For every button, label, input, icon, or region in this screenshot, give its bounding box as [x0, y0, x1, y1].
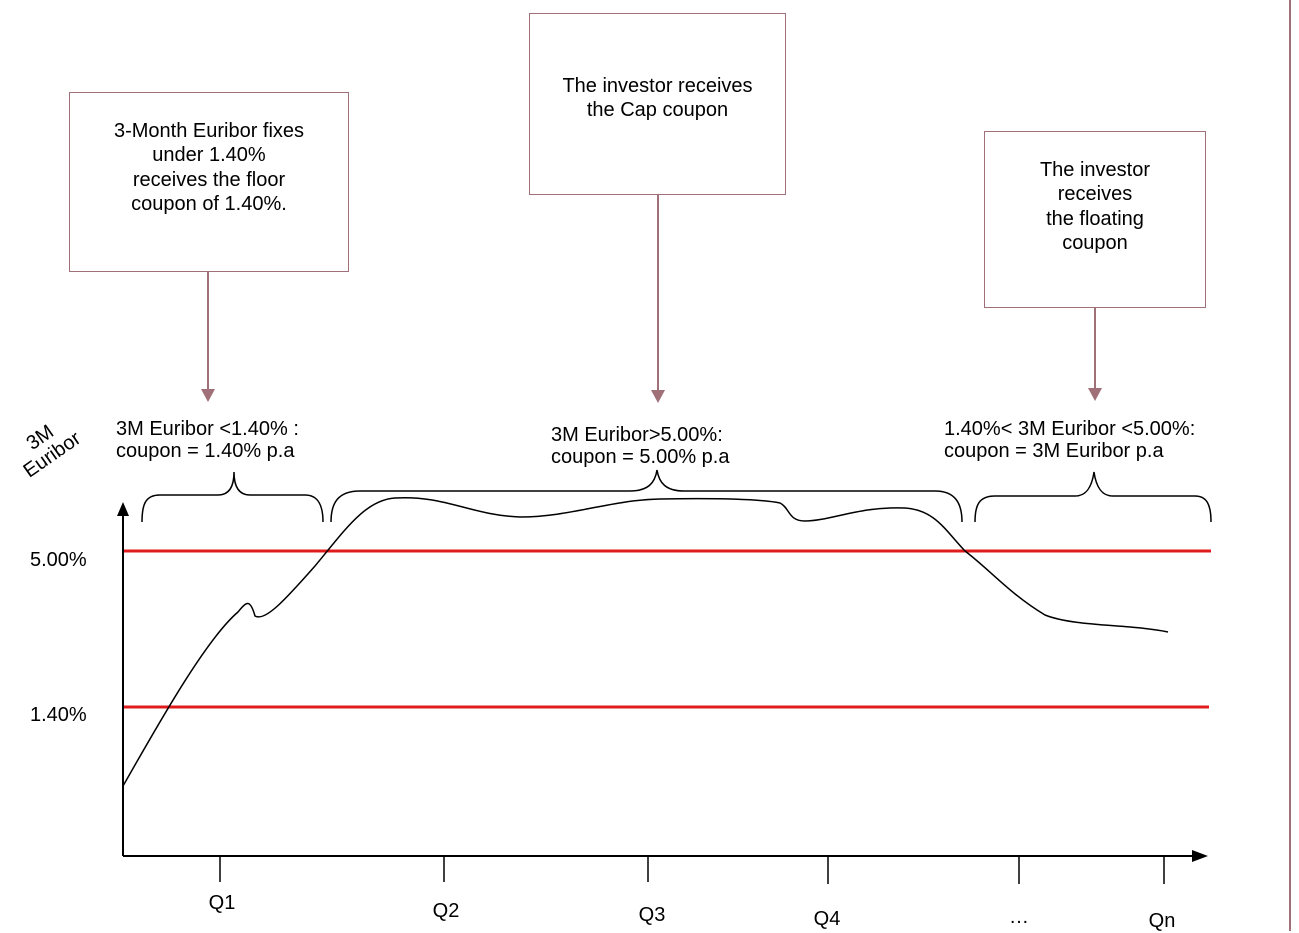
x-tick-label-q3: Q3 [638, 904, 666, 926]
floating-region-label: 1.40%< 3M Euribor <5.00%: coupon = 3M Eu… [944, 418, 1196, 462]
down-arrow-icon [201, 389, 215, 402]
brace-floating-region [974, 471, 1212, 523]
floating-callout-text: The investor receives the floating coupo… [1039, 159, 1151, 255]
x-tick-label-ellipsis: … [1009, 906, 1029, 928]
down-arrow-icon [651, 390, 665, 403]
down-arrow-icon [1088, 388, 1102, 401]
floor-callout-text: 3-Month Euribor fixes under 1.40% receiv… [113, 120, 305, 216]
x-tick-label-q4: Q4 [813, 908, 841, 930]
brace-cap-region [330, 469, 963, 523]
axis-arrow-icon [1192, 850, 1208, 862]
page-right-border [1289, 0, 1291, 931]
euribor-curve [122, 496, 1169, 787]
x-tick-label-q2: Q2 [432, 900, 460, 922]
axis-arrow-icon [117, 502, 129, 516]
x-tick-label-q1: Q1 [208, 892, 236, 914]
x-tick-label-qn: Qn [1148, 910, 1176, 932]
cap-callout-text: The investor receives the Cap coupon [562, 75, 753, 122]
floor-region-label: 3M Euribor <1.40% : coupon = 1.40% p.a [116, 418, 299, 462]
brace-floor-region [141, 471, 324, 523]
cap-level-label: 5.00% [30, 549, 87, 571]
floor-level-label: 1.40% [30, 704, 87, 726]
cap-region-label: 3M Euribor>5.00%: coupon = 5.00% p.a [551, 424, 730, 468]
floating-callout-box: The investor receives the floating coupo… [984, 131, 1206, 308]
floor-callout-box: 3-Month Euribor fixes under 1.40% receiv… [69, 92, 349, 272]
cap-callout-box: The investor receives the Cap coupon [529, 13, 786, 195]
